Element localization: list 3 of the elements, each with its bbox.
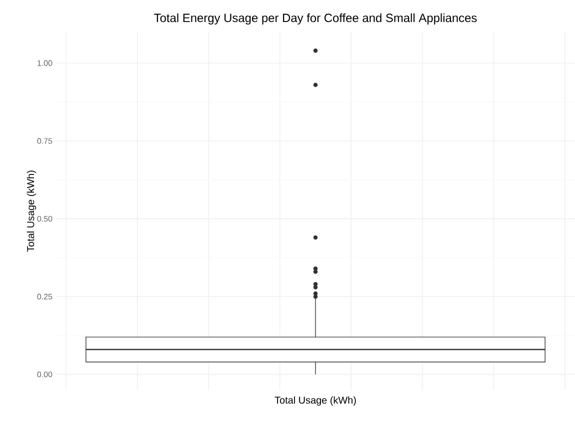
x-axis-title: Total Usage (kWh) xyxy=(274,396,356,406)
chart-title: Total Energy Usage per Day for Coffee and Small Appliances xyxy=(154,13,477,24)
y-axis-title: Total Usage (kWh) xyxy=(26,170,36,252)
